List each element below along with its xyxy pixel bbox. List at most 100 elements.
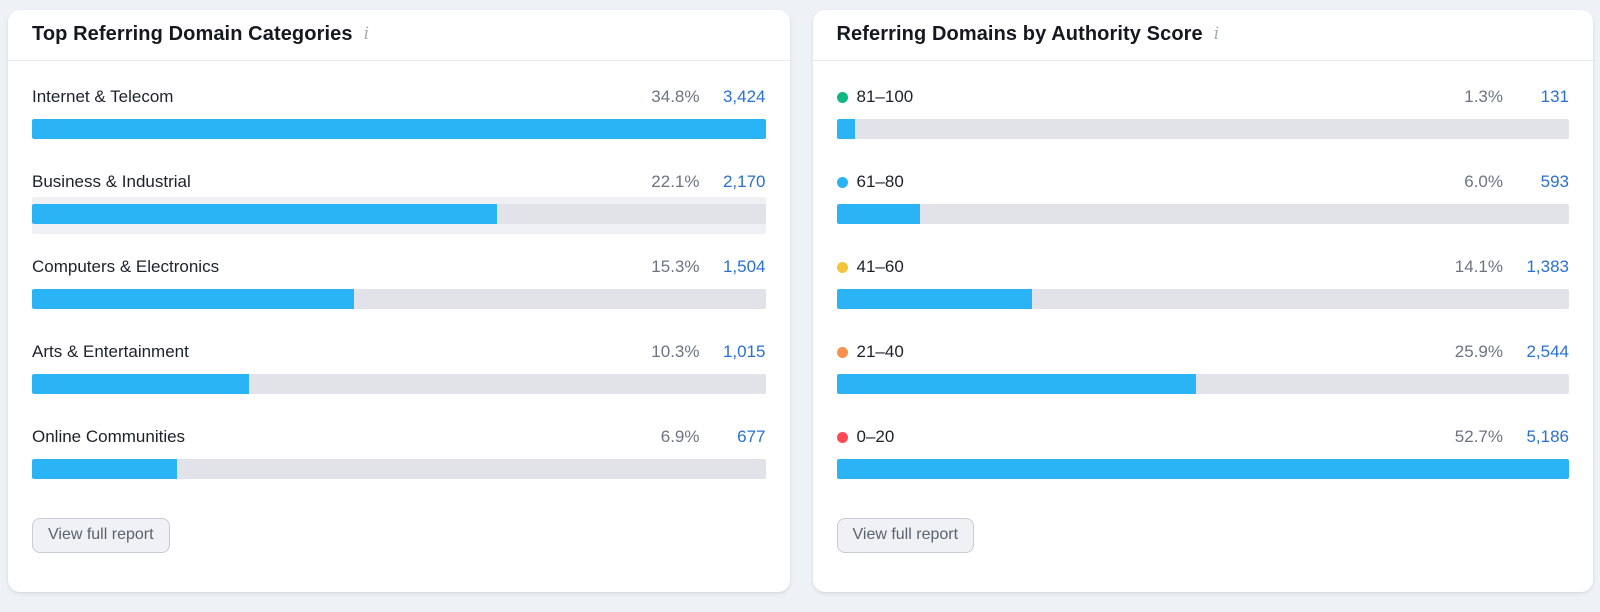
card-header: Top Referring Domain Categories i [8, 10, 790, 61]
card-title: Top Referring Domain Categories [32, 23, 353, 45]
card-header: Referring Domains by Authority Score i [812, 10, 1593, 61]
bar-wrap [32, 452, 766, 489]
bar-row: Internet & Telecom 34.8% 3,424 [32, 85, 766, 149]
bar-row-header: Computers & Electronics 15.3% 1,504 [32, 255, 766, 279]
bar-wrap [32, 112, 766, 149]
bar-fill [836, 459, 1569, 479]
bar-track [32, 289, 766, 309]
bar-row-percent: 22.1% [651, 172, 700, 191]
score-range-dot-icon [836, 176, 848, 188]
bar-row-percent: 14.1% [1454, 257, 1503, 276]
bar-fill [836, 204, 921, 224]
card-top-referring-domain-categories: Top Referring Domain Categories i Intern… [8, 10, 790, 592]
score-range-dot-icon [836, 346, 848, 358]
bar-row-label: Online Communities [32, 427, 186, 446]
bar-row: 61–80 6.0% 593 [836, 170, 1569, 234]
bar-row-value-link[interactable]: 593 [1540, 172, 1569, 191]
bar-row-percent: 52.7% [1454, 427, 1503, 446]
bar-wrap [836, 197, 1569, 234]
bar-row-percent: 6.9% [660, 427, 700, 446]
bar-row-value-link[interactable]: 5,186 [1526, 427, 1569, 446]
score-range-dot-icon [836, 431, 848, 443]
bar-fill [32, 459, 178, 479]
bar-wrap [836, 452, 1569, 489]
bar-fill [836, 289, 1032, 309]
bar-row-value-link[interactable]: 2,170 [722, 172, 766, 191]
card-title: Referring Domains by Authority Score [836, 23, 1203, 45]
bar-fill [32, 374, 250, 394]
bar-row-label: Business & Industrial [32, 172, 191, 191]
bar-row: 0–20 52.7% 5,186 [836, 425, 1569, 489]
bar-fill [32, 204, 497, 224]
bar-row-header: Internet & Telecom 34.8% 3,424 [32, 85, 766, 109]
bar-row-percent: 15.3% [651, 257, 700, 276]
bar-track [32, 119, 766, 139]
bar-row-value-link[interactable]: 131 [1540, 87, 1569, 106]
score-range-dot-icon [836, 91, 848, 103]
bar-row-value-link[interactable]: 1,504 [722, 257, 766, 276]
bar-row: Online Communities 6.9% 677 [32, 425, 766, 489]
card-body: Internet & Telecom 34.8% 3,424 Business … [8, 61, 790, 553]
bar-track [32, 459, 766, 479]
bar-row-header: 61–80 6.0% 593 [836, 170, 1569, 194]
bar-wrap [836, 112, 1569, 149]
bar-wrap [32, 282, 766, 319]
bar-wrap [836, 367, 1569, 404]
bar-track [836, 374, 1569, 394]
bar-row-header: Online Communities 6.9% 677 [32, 425, 766, 449]
bar-fill [836, 119, 855, 139]
rows: 81–100 1.3% 131 61–80 6.0% 593 41–60 14.… [836, 85, 1569, 489]
bar-row: 21–40 25.9% 2,544 [836, 340, 1569, 404]
bar-row: 41–60 14.1% 1,383 [836, 255, 1569, 319]
bar-row-percent: 10.3% [651, 342, 700, 361]
bar-row-label: 41–60 [856, 257, 904, 276]
info-icon[interactable]: i [1213, 24, 1220, 44]
bar-track [836, 459, 1569, 479]
bar-row-label: 81–100 [856, 87, 914, 106]
card-body: 81–100 1.3% 131 61–80 6.0% 593 41–60 14.… [813, 61, 1594, 553]
bar-row-header: 41–60 14.1% 1,383 [836, 255, 1569, 279]
bar-row-label: Internet & Telecom [32, 87, 174, 106]
bar-track [836, 289, 1569, 309]
bar-row-header: 0–20 52.7% 5,186 [836, 425, 1569, 449]
bar-row-header: 21–40 25.9% 2,544 [836, 340, 1569, 364]
info-icon[interactable]: i [363, 24, 369, 44]
bar-row-label: 61–80 [856, 172, 904, 191]
bar-fill [836, 374, 1196, 394]
bar-track [836, 119, 1569, 139]
bar-row-value-link[interactable]: 677 [737, 427, 766, 446]
bar-row-value-link[interactable]: 3,424 [722, 87, 766, 106]
bar-row-percent: 25.9% [1454, 342, 1503, 361]
bar-row: Arts & Entertainment 10.3% 1,015 [32, 340, 766, 404]
view-full-report-button[interactable]: View full report [32, 518, 170, 553]
bar-row: 81–100 1.3% 131 [836, 85, 1569, 149]
bar-track [32, 204, 766, 224]
bar-fill [32, 119, 766, 139]
bar-wrap [32, 367, 766, 404]
bar-row-label: Arts & Entertainment [32, 342, 189, 361]
bar-row-label: 0–20 [856, 427, 895, 446]
bar-wrap [32, 197, 766, 234]
bar-track [836, 204, 1569, 224]
view-full-report-button[interactable]: View full report [836, 518, 975, 553]
bar-row-percent: 34.8% [651, 87, 700, 106]
bar-row: Business & Industrial 22.1% 2,170 [32, 170, 766, 234]
bar-row-value-link[interactable]: 1,015 [722, 342, 766, 361]
score-range-dot-icon [836, 261, 848, 273]
bar-row-percent: 1.3% [1464, 87, 1503, 106]
bar-track [32, 374, 766, 394]
bar-row-header: 81–100 1.3% 131 [836, 85, 1569, 109]
bar-row-value-link[interactable]: 1,383 [1526, 257, 1569, 276]
bar-row-percent: 6.0% [1464, 172, 1503, 191]
bar-row-header: Business & Industrial 22.1% 2,170 [32, 170, 766, 194]
bar-wrap [836, 282, 1569, 319]
card-referring-domains-by-authority-score: Referring Domains by Authority Score i 8… [812, 10, 1594, 592]
bar-row-label: Computers & Electronics [32, 257, 220, 276]
bar-row-value-link[interactable]: 2,544 [1526, 342, 1569, 361]
rows: Internet & Telecom 34.8% 3,424 Business … [32, 85, 766, 489]
bar-row: Computers & Electronics 15.3% 1,504 [32, 255, 766, 319]
bar-row-label: 21–40 [856, 342, 904, 361]
bar-row-header: Arts & Entertainment 10.3% 1,015 [32, 340, 766, 364]
bar-fill [32, 289, 355, 309]
